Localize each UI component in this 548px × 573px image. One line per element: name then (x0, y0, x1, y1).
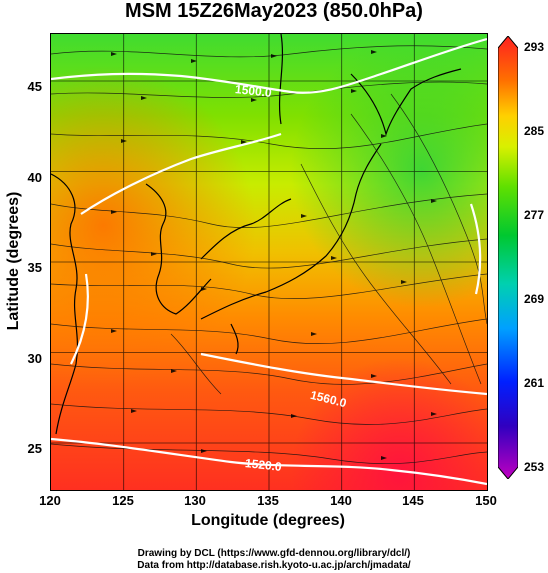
wind-arrows (111, 50, 437, 460)
x-tick-label: 140 (330, 493, 352, 508)
colorbar-label: 253 (524, 460, 545, 474)
height-contours (51, 37, 487, 486)
coastlines (51, 34, 462, 435)
x-tick-label: 125 (112, 493, 134, 508)
x-tick-label: 145 (402, 493, 424, 508)
wind-streamlines (51, 45, 487, 464)
y-tick-label: 30 (27, 351, 42, 366)
x-tick-label: 150 (475, 493, 497, 508)
y-tick-label: 25 (27, 441, 42, 456)
colorbar (498, 36, 518, 479)
colorbar-label: 261 (524, 376, 545, 390)
credit-data: Data from http://database.rish.kyoto-u.a… (137, 560, 411, 571)
y-axis-label: Latitude (degrees) (5, 191, 22, 331)
gridlines (51, 34, 487, 490)
colorbar-label: 293 (524, 40, 545, 54)
y-tick-label: 35 (27, 260, 42, 275)
credit-drawing: Drawing by DCL (https://www.gfd-dennou.o… (137, 548, 411, 559)
x-tick-label: 135 (257, 493, 279, 508)
map-title: MSM 15Z26May2023 (850.0hPa) (125, 0, 423, 22)
x-tick-label: 130 (184, 493, 206, 508)
y-tick-label: 45 (27, 79, 42, 94)
plot-area[interactable] (50, 33, 488, 491)
x-tick-label: 120 (39, 493, 61, 508)
y-tick-label: 40 (27, 170, 42, 185)
colorbar-label: 285 (524, 124, 545, 138)
colorbar-label: 277 (524, 208, 545, 222)
x-axis-label: Longitude (degrees) (191, 512, 345, 529)
temperature-field-map (51, 34, 487, 490)
colorbar-label: 269 (524, 292, 545, 306)
